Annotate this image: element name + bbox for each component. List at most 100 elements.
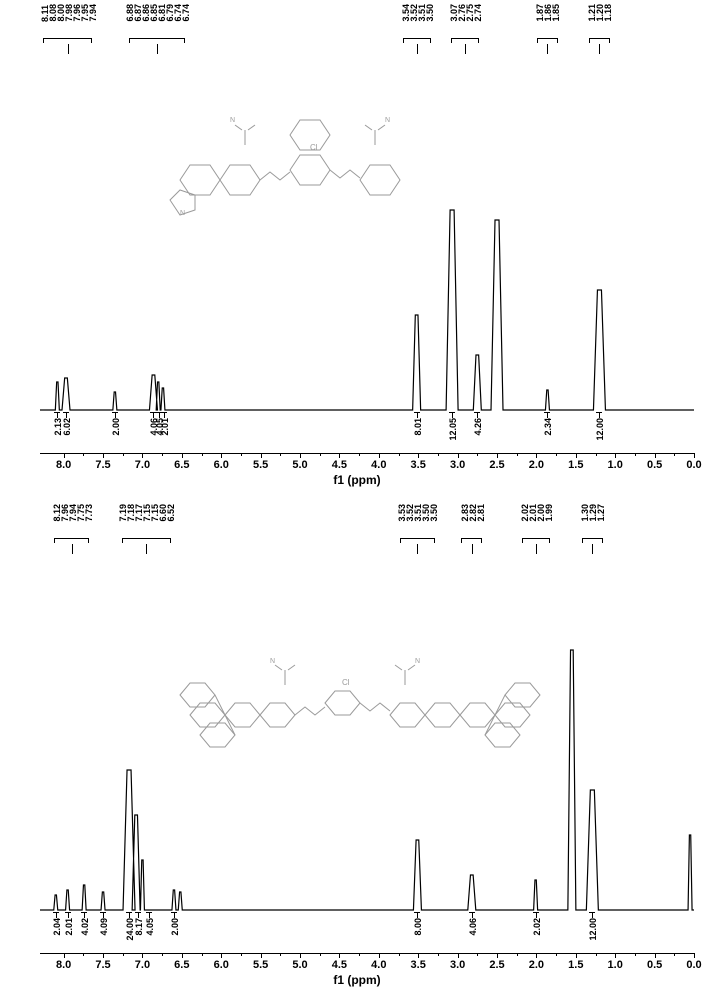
peak-ppm-label: 2.81 xyxy=(476,504,486,522)
axis-tick-label: 7.5 xyxy=(95,959,110,971)
axis-minor-tick xyxy=(241,953,242,956)
axis-tick-label: 7.0 xyxy=(135,459,150,471)
axis-tick xyxy=(221,453,222,458)
axis-minor-tick xyxy=(438,953,439,956)
axis-tick xyxy=(64,953,65,958)
axis-tick-label: 3.0 xyxy=(450,459,465,471)
axis-minor-tick xyxy=(202,953,203,956)
nmr-panel-0: 8.118.088.007.987.967.957.946.886.876.86… xyxy=(0,0,714,500)
axis-minor-tick xyxy=(674,453,675,456)
axis-tick-label: 2.5 xyxy=(489,959,504,971)
axis-tick xyxy=(300,953,301,958)
integral-marker xyxy=(146,912,152,917)
axis-tick-label: 4.5 xyxy=(332,459,347,471)
peak-stem xyxy=(592,544,593,554)
spectrum-svg xyxy=(40,610,694,930)
axis-tick xyxy=(497,953,498,958)
axis-tick-label: 7.0 xyxy=(135,959,150,971)
axis-minor-tick xyxy=(635,953,636,956)
axis-tick-label: 2.0 xyxy=(529,459,544,471)
axis-minor-tick xyxy=(517,953,518,956)
peak-label-group: 3.072.762.752.74 xyxy=(449,4,481,24)
axis-minor-tick xyxy=(241,453,242,456)
axis-tick-label: 3.5 xyxy=(411,959,426,971)
axis-tick-label: 0.5 xyxy=(647,959,662,971)
axis-tick xyxy=(655,453,656,458)
axis-minor-tick xyxy=(123,453,124,456)
axis-tick xyxy=(182,953,183,958)
peak-label-group: 1.301.291.27 xyxy=(580,504,604,524)
axis-minor-tick xyxy=(123,953,124,956)
axis-tick-label: 6.0 xyxy=(214,459,229,471)
axis-tick xyxy=(615,953,616,958)
integral-marker xyxy=(474,412,480,417)
axis-tick xyxy=(694,453,695,458)
axis-tick xyxy=(261,953,262,958)
peak-label-group: 2.022.012.001.99 xyxy=(520,504,552,524)
axis-tick-label: 4.5 xyxy=(332,959,347,971)
axis-tick-label: 5.0 xyxy=(292,959,307,971)
axis-tick-label: 6.5 xyxy=(174,959,189,971)
integral-label: 2.01 xyxy=(160,418,170,436)
integral-label: 4.02 xyxy=(80,918,90,936)
integral-label: 4.26 xyxy=(473,418,483,436)
integral-label: 12.05 xyxy=(448,418,458,441)
axis-tick xyxy=(379,953,380,958)
axis-tick xyxy=(103,953,104,958)
axis-tick-label: 0.0 xyxy=(686,459,701,471)
axis-minor-tick xyxy=(320,453,321,456)
axis-tick xyxy=(576,953,577,958)
axis-tick-label: 8.0 xyxy=(56,459,71,471)
axis-minor-tick xyxy=(556,953,557,956)
axis-tick-label: 6.0 xyxy=(214,959,229,971)
axis-tick-label: 2.5 xyxy=(489,459,504,471)
axis-minor-tick xyxy=(477,453,478,456)
axis-tick xyxy=(694,953,695,958)
integral-label: 2.34 xyxy=(543,418,553,436)
axis-tick xyxy=(182,453,183,458)
axis-minor-tick xyxy=(596,453,597,456)
integral-marker xyxy=(54,412,60,417)
integral-label: 8.00 xyxy=(413,918,423,936)
axis-tick xyxy=(655,953,656,958)
peak-ppm-label: 6.52 xyxy=(166,504,176,522)
integral-label: 2.04 xyxy=(52,918,62,936)
axis-tick-label: 8.0 xyxy=(56,959,71,971)
integral-marker xyxy=(100,912,106,917)
axis-tick-label: 6.5 xyxy=(174,459,189,471)
axis-minor-tick xyxy=(399,453,400,456)
nmr-panel-1: 8.127.967.947.757.737.197.187.177.157.15… xyxy=(0,500,714,1000)
axis-tick-label: 7.5 xyxy=(95,459,110,471)
integral-label: 4.05 xyxy=(145,918,155,936)
axis-minor-tick xyxy=(674,953,675,956)
integral-label: 4.06 xyxy=(468,918,478,936)
integral-marker xyxy=(414,412,420,417)
peak-label-group: 7.197.187.177.157.156.606.52 xyxy=(118,504,174,524)
axis-tick-label: 0.5 xyxy=(647,459,662,471)
peak-label-group: 2.832.822.81 xyxy=(460,504,484,524)
peak-ppm-label: 3.50 xyxy=(429,504,439,522)
peak-label-group: 8.118.088.007.987.967.957.94 xyxy=(40,4,96,24)
axis-minor-tick xyxy=(162,953,163,956)
peak-ppm-label: 7.94 xyxy=(88,4,98,22)
axis-tick-label: 3.5 xyxy=(411,459,426,471)
integral-label: 2.00 xyxy=(170,918,180,936)
peak-stem xyxy=(146,544,147,554)
integral-marker xyxy=(126,912,132,917)
peak-label-group: 1.211.201.18 xyxy=(587,4,611,24)
integral-marker xyxy=(53,912,59,917)
axis-tick xyxy=(261,453,262,458)
axis-tick-label: 5.0 xyxy=(292,459,307,471)
axis-tick-label: 1.0 xyxy=(608,959,623,971)
peak-stem xyxy=(417,544,418,554)
axis-minor-tick xyxy=(477,953,478,956)
axis-tick-label: 0.0 xyxy=(686,959,701,971)
integral-label: 6.02 xyxy=(62,418,72,436)
axis-title: f1 (ppm) xyxy=(333,973,380,987)
axis-minor-tick xyxy=(438,453,439,456)
axis-tick xyxy=(458,953,459,958)
axis-title: f1 (ppm) xyxy=(333,473,380,487)
axis-tick xyxy=(576,453,577,458)
peak-ppm-label: 3.50 xyxy=(425,4,435,22)
spectrum-svg xyxy=(40,110,694,430)
